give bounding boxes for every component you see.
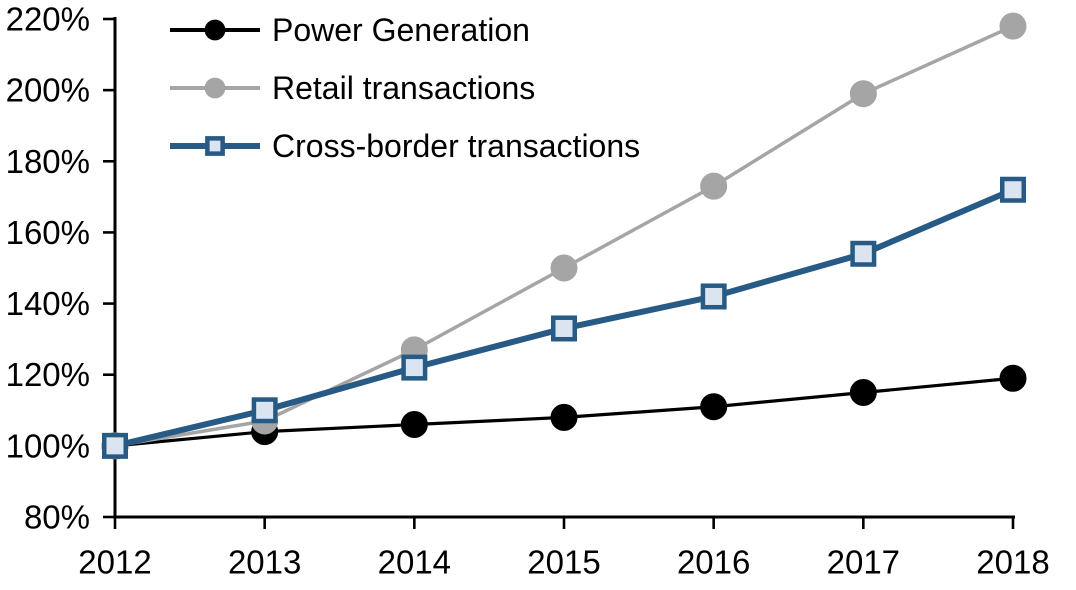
legend-marker-circle-icon [204, 19, 226, 41]
x-tick-label: 2017 [827, 544, 900, 581]
x-tick-label: 2013 [228, 544, 301, 581]
y-tick-label: 220% [6, 1, 90, 38]
series-cross-border-transactions [102, 176, 1026, 459]
legend-label: Power Generation [272, 12, 530, 48]
legend-marker-circle-icon [204, 77, 226, 99]
y-tick-label: 120% [6, 356, 90, 393]
legend: Power Generation Retail transactions Cross… [170, 12, 640, 164]
data-point-retail-transactions [550, 254, 578, 282]
data-point-cross-border-transactions [551, 315, 577, 342]
legend-item-power-generation: Power Generation [170, 12, 530, 48]
y-tick-label: 200% [6, 72, 90, 109]
data-point-cross-border-transactions [700, 283, 727, 310]
y-tick-label: 140% [6, 285, 90, 322]
legend-marker-square-icon [205, 136, 225, 156]
data-point-power-generation [700, 393, 728, 421]
data-point-power-generation [849, 379, 877, 406]
legend-label: Retail transactions [272, 70, 535, 106]
x-tick-label: 2012 [78, 544, 151, 581]
data-point-retail-transactions [849, 80, 877, 108]
series-power-generation [101, 364, 1027, 460]
data-point-cross-border-transactions [102, 432, 128, 459]
data-point-cross-border-transactions [251, 397, 278, 424]
data-point-power-generation [550, 403, 578, 431]
data-point-power-generation [400, 411, 428, 439]
legend-item-retail-transactions: Retail transactions [170, 70, 535, 106]
x-tick-label: 2015 [527, 544, 600, 581]
y-tick-label: 80% [24, 499, 90, 536]
y-tick-label: 180% [6, 143, 90, 180]
y-tick-label: 160% [6, 214, 90, 251]
y-tick-label: 100% [6, 427, 90, 464]
series-retail-transactions [101, 12, 1027, 460]
x-tick-label: 2016 [677, 544, 750, 581]
data-point-power-generation [999, 364, 1027, 392]
x-tick-label: 2014 [378, 544, 451, 581]
data-point-retail-transactions [700, 172, 728, 200]
data-point-cross-border-transactions [850, 240, 877, 267]
x-tick-label: 2018 [976, 544, 1049, 581]
data-point-cross-border-transactions [1000, 176, 1026, 203]
data-point-retail-transactions [999, 12, 1027, 40]
legend-item-cross-border-transactions: Cross-border transactions [170, 128, 640, 164]
legend-label: Cross-border transactions [272, 128, 640, 164]
data-point-cross-border-transactions [401, 354, 428, 381]
